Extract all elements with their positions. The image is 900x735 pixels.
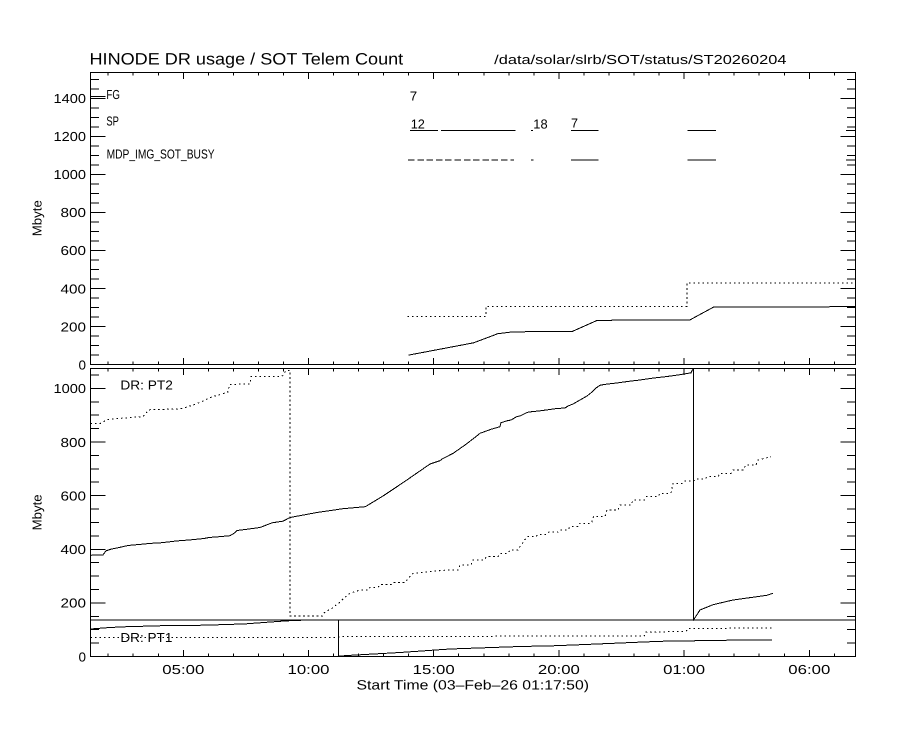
- svg-text:1000: 1000: [54, 381, 87, 396]
- svg-text:06:00: 06:00: [788, 662, 830, 677]
- svg-text:DR: PT1: DR: PT1: [120, 630, 172, 645]
- svg-text:400: 400: [61, 542, 87, 557]
- svg-text:0: 0: [79, 357, 87, 372]
- svg-text:HINODE DR usage / SOT Telem Co: HINODE DR usage / SOT Telem Count: [90, 51, 404, 69]
- svg-text:15:00: 15:00: [413, 662, 455, 677]
- svg-text:20:00: 20:00: [538, 662, 580, 677]
- svg-text:12: 12: [411, 116, 425, 131]
- svg-text:7: 7: [410, 88, 417, 103]
- svg-text:600: 600: [61, 488, 87, 503]
- svg-text:/data/solar/slrb/SOT/status/ST: /data/solar/slrb/SOT/status/ST20260204: [494, 52, 786, 67]
- svg-text:01:00: 01:00: [663, 662, 705, 677]
- svg-text:Mbyte: Mbyte: [30, 494, 45, 530]
- svg-text:Start Time (03–Feb–26 01:17:50: Start Time (03–Feb–26 01:17:50): [357, 678, 590, 693]
- svg-text:FG: FG: [106, 87, 120, 102]
- svg-text:200: 200: [61, 319, 87, 334]
- svg-text:400: 400: [61, 281, 87, 296]
- svg-text:SP: SP: [106, 114, 119, 129]
- svg-text:1200: 1200: [54, 129, 87, 144]
- svg-text:800: 800: [61, 435, 87, 450]
- svg-text:800: 800: [61, 205, 87, 220]
- svg-text:1000: 1000: [54, 167, 87, 182]
- svg-text:18: 18: [533, 116, 547, 131]
- svg-text:Mbyte: Mbyte: [30, 200, 45, 236]
- svg-text:05:00: 05:00: [162, 662, 204, 677]
- svg-text:1400: 1400: [54, 91, 87, 106]
- svg-text:600: 600: [61, 243, 87, 258]
- svg-text:10:00: 10:00: [288, 662, 330, 677]
- svg-text:MDP_IMG_SOT_BUSY: MDP_IMG_SOT_BUSY: [107, 147, 215, 162]
- svg-text:200: 200: [61, 596, 87, 611]
- svg-text:0: 0: [79, 649, 87, 664]
- svg-text:DR: PT2: DR: PT2: [120, 377, 172, 392]
- svg-text:7: 7: [571, 116, 578, 131]
